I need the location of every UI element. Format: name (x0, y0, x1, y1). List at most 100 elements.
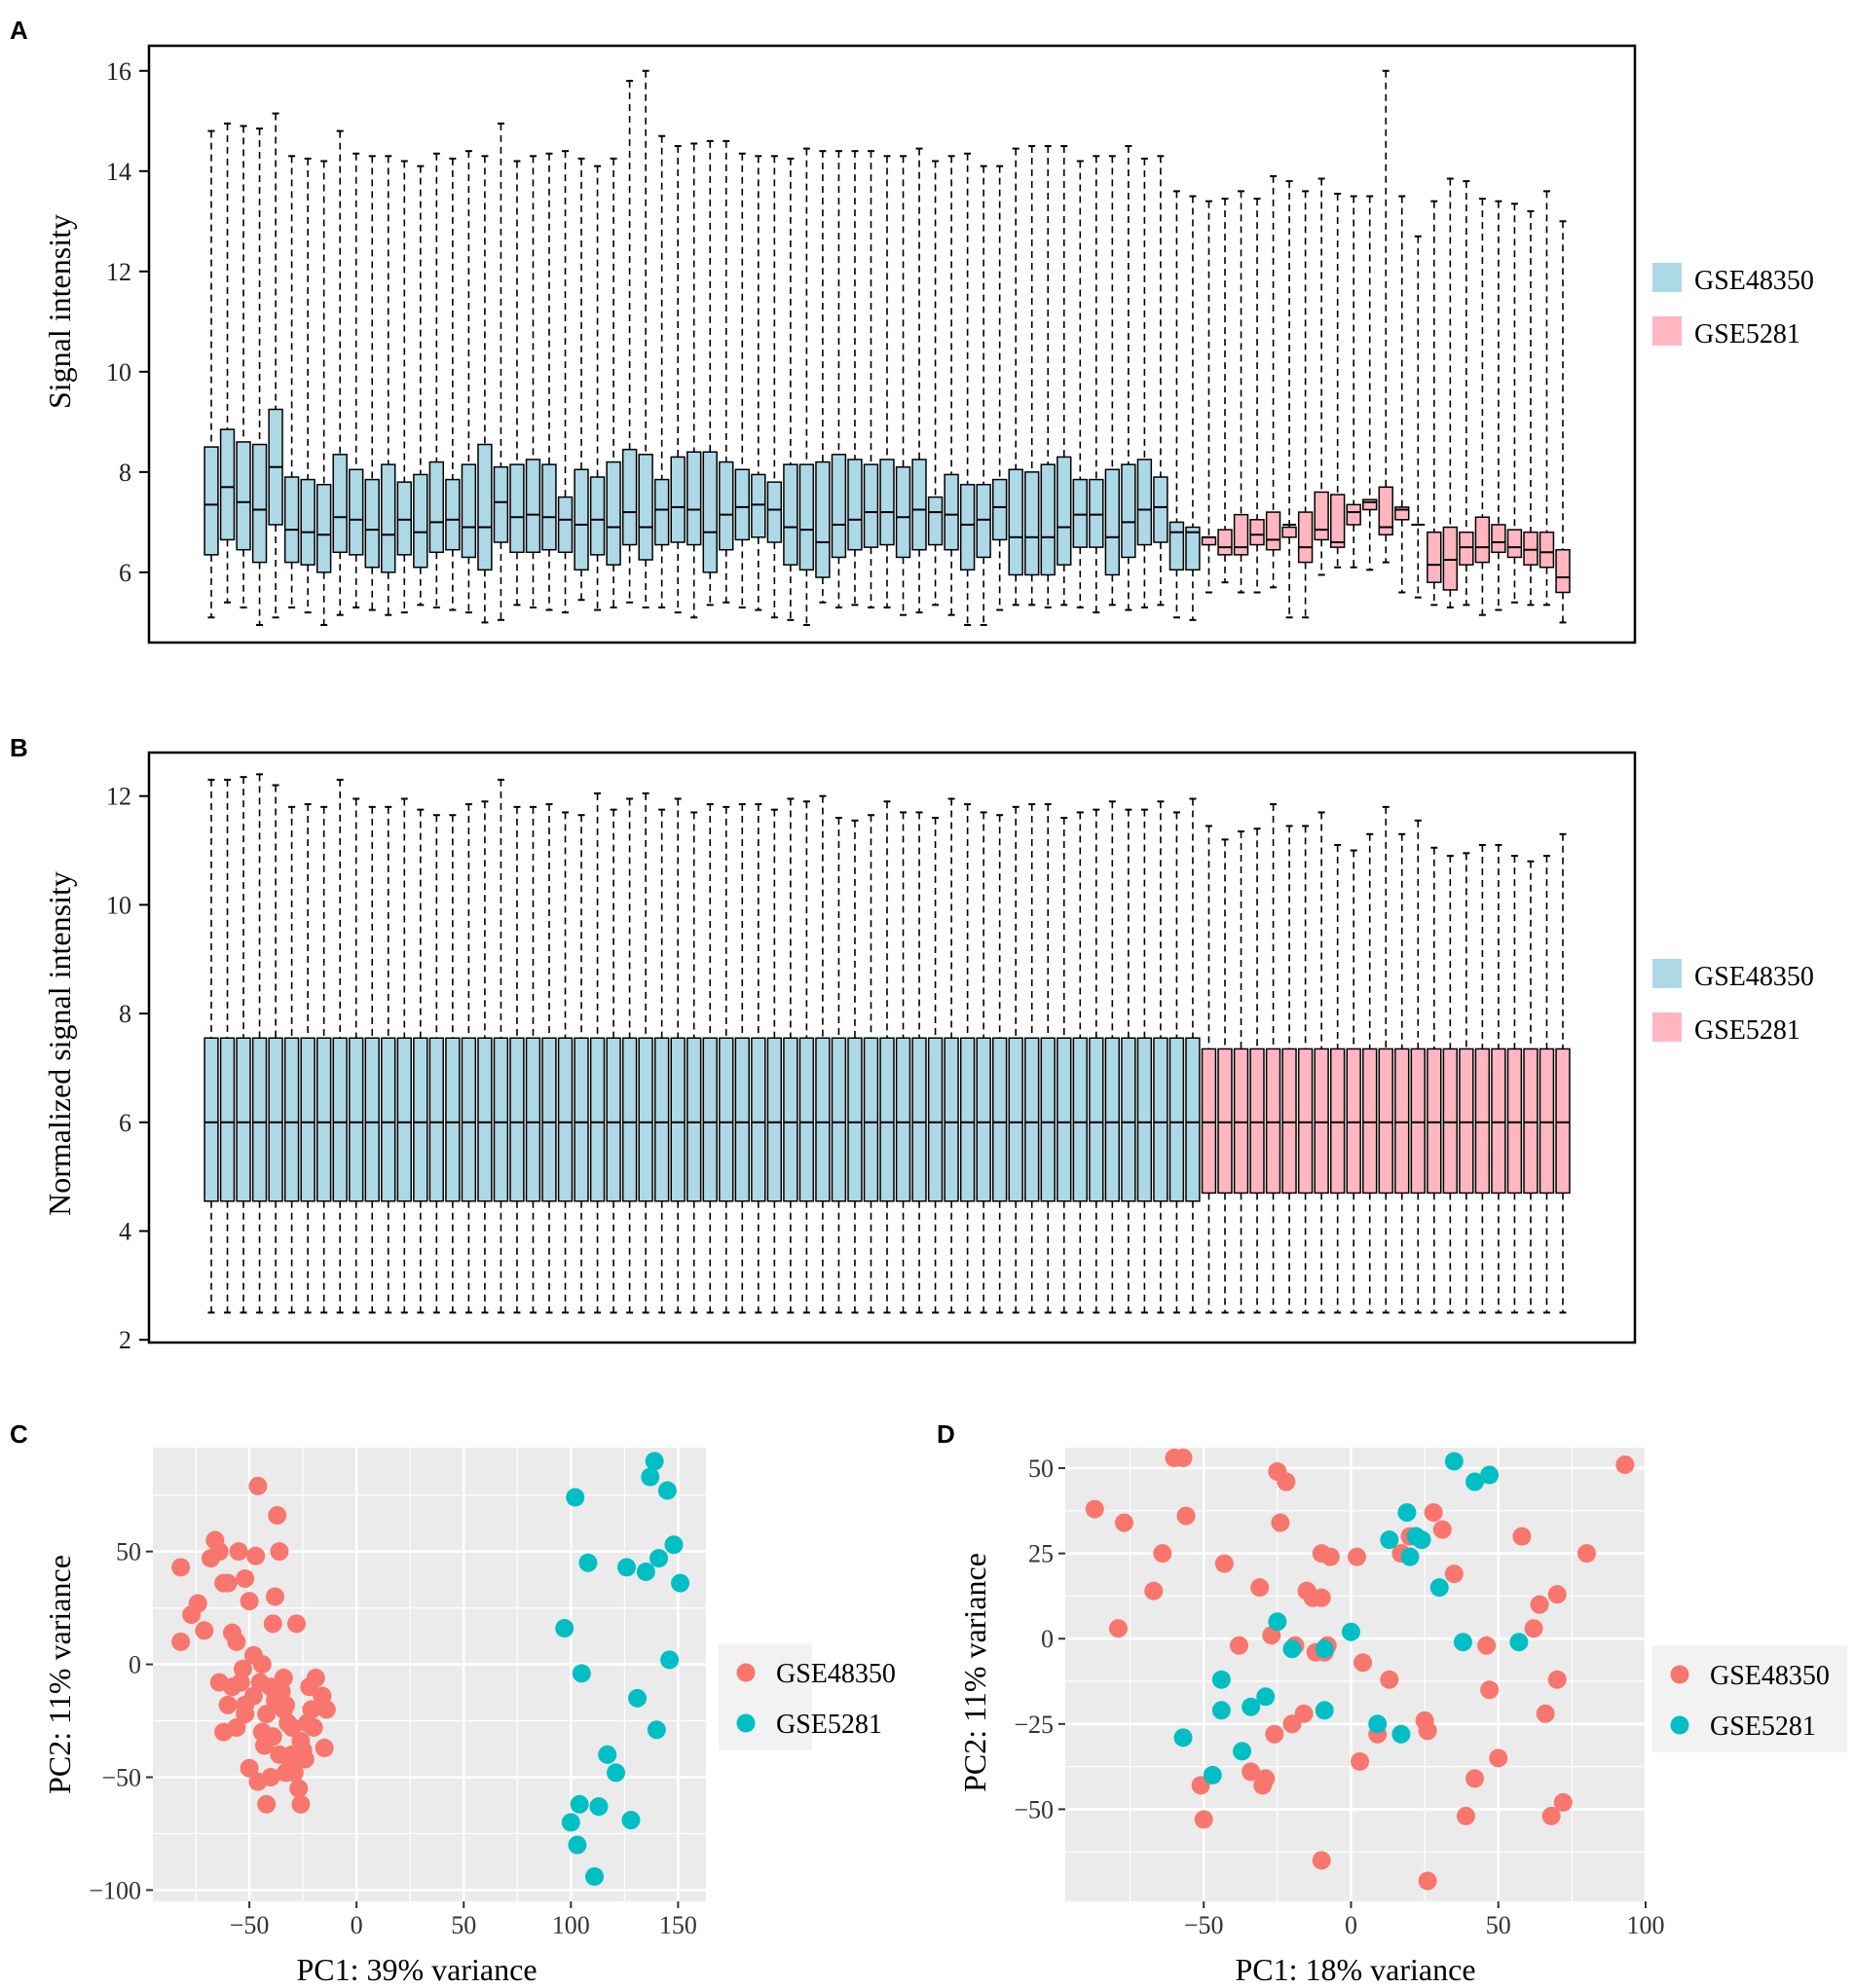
point-gse5281 (1173, 1728, 1193, 1748)
point-gse5281 (578, 1553, 598, 1572)
point-gse48350 (1173, 1449, 1193, 1468)
box (1555, 1048, 1571, 1195)
box (1506, 1048, 1523, 1195)
point-gse5281 (1397, 1503, 1417, 1523)
point-gse48350 (1465, 1769, 1485, 1788)
pca-c-legend: GSE48350 GSE5281 (719, 1643, 896, 1750)
box (1057, 456, 1072, 566)
box (349, 1037, 364, 1202)
point-gse48350 (257, 1705, 277, 1724)
point-gse48350 (257, 1794, 277, 1814)
box (1539, 531, 1555, 569)
box (493, 465, 509, 543)
y-tick-label: 8 (119, 459, 131, 487)
box (315, 1037, 332, 1202)
point-gse5281 (649, 1549, 669, 1568)
point-gse5281 (1368, 1714, 1388, 1734)
panel-label-c: C (10, 1419, 28, 1449)
point-gse48350 (1530, 1595, 1549, 1614)
box (1057, 1037, 1072, 1202)
x-tick-label: 50 (451, 1911, 476, 1939)
box (589, 476, 606, 556)
point-gse48350 (218, 1695, 238, 1714)
box (944, 473, 959, 551)
point-gse48350 (243, 1686, 263, 1706)
point-gse48350 (1489, 1749, 1508, 1768)
box (1153, 1037, 1168, 1202)
point-gse48350 (1320, 1547, 1340, 1566)
box (1121, 463, 1136, 559)
point-gse5281 (555, 1618, 575, 1638)
point-gse5281 (1256, 1687, 1276, 1707)
point-gse48350 (1418, 1871, 1437, 1891)
point-gse5281 (1282, 1639, 1302, 1659)
point-gse5281 (641, 1467, 660, 1487)
point-gse5281 (1400, 1547, 1420, 1566)
boxplot-b-ylabel: Normalized signal intensity (42, 871, 77, 1216)
box (1491, 524, 1506, 554)
box (1427, 1048, 1442, 1195)
box (541, 463, 557, 551)
point-gse48350 (171, 1632, 191, 1651)
box (702, 451, 718, 573)
box (653, 478, 670, 546)
point-gse48350 (1547, 1670, 1567, 1689)
legend-b-label-gse48350: GSE48350 (1694, 962, 1814, 992)
y-tick-label: 2 (119, 1326, 131, 1354)
point-gse48350 (295, 1749, 315, 1769)
box (1539, 1048, 1555, 1195)
pca-c-points (171, 1452, 690, 1886)
point-gse48350 (236, 1705, 255, 1724)
box (219, 428, 236, 541)
box (734, 468, 750, 541)
boxplot-a-yaxis: 6 8 10 12 14 16 (106, 57, 149, 587)
point-gse48350 (316, 1700, 336, 1719)
box (236, 441, 251, 551)
box (1201, 1048, 1217, 1195)
box (1281, 526, 1297, 538)
box (686, 451, 702, 546)
point-gse5281 (617, 1558, 637, 1577)
point-gse48350 (270, 1745, 289, 1764)
point-gse48350 (315, 1738, 334, 1757)
legend-a-swatch-gse48350 (1652, 263, 1682, 292)
point-gse5281 (1315, 1701, 1334, 1720)
boxplot-b: 2 4 6 8 10 12 Normalized signal intensity GSE… (42, 751, 1814, 1354)
point-gse48350 (240, 1592, 259, 1611)
box (879, 1037, 895, 1202)
point-gse48350 (218, 1573, 238, 1593)
box (638, 454, 653, 561)
box (1265, 511, 1281, 551)
box (574, 468, 589, 571)
box (991, 478, 1008, 541)
box (1233, 513, 1249, 556)
box (1089, 478, 1104, 548)
box (863, 1037, 879, 1202)
box (413, 1037, 428, 1202)
box (315, 483, 332, 573)
point-gse5281 (589, 1797, 609, 1817)
legend-a-label-gse48350: GSE48350 (1694, 266, 1814, 296)
y-tick-label: 6 (119, 1109, 131, 1137)
legend-d-label-gse48350: GSE48350 (1710, 1661, 1830, 1691)
point-gse5281 (647, 1720, 666, 1740)
box (381, 1037, 396, 1202)
box (364, 478, 380, 569)
box (1024, 471, 1040, 576)
box (1491, 1048, 1506, 1195)
boxplot-b-frame (147, 751, 1637, 1344)
y-tick-label: 50 (116, 1538, 141, 1566)
box (1555, 548, 1571, 594)
y-tick-label: 10 (106, 358, 131, 387)
box (1297, 1048, 1314, 1195)
pca-c-xlabel: PC1: 39% variance (296, 1952, 537, 1987)
point-gse48350 (1432, 1520, 1452, 1539)
point-gse5281 (621, 1811, 641, 1830)
box (1523, 1048, 1539, 1195)
box (1136, 1037, 1153, 1202)
box (428, 460, 445, 554)
box (349, 468, 364, 556)
box (751, 473, 766, 538)
point-gse48350 (1115, 1513, 1134, 1532)
point-gse48350 (1256, 1769, 1276, 1788)
